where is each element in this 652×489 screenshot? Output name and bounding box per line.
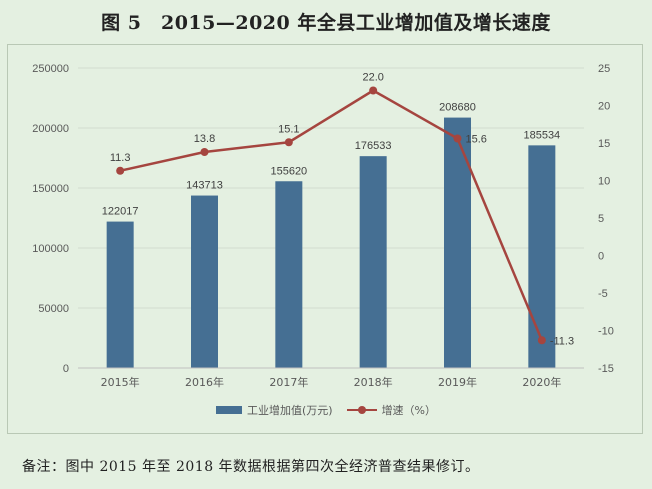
right-tick-label: -5 (598, 288, 608, 300)
left-tick-label: 150000 (32, 183, 69, 195)
bar-data-label: 208680 (439, 102, 476, 114)
category-label: 2017年 (269, 375, 308, 389)
line-point (284, 138, 293, 147)
bar (275, 181, 303, 368)
right-axis-ticks: -15 -10 -5 0 5 10 15 20 25 (598, 63, 614, 375)
bar (191, 195, 218, 368)
bar-data-label: 122017 (102, 206, 139, 218)
bar-data-label: 185534 (523, 129, 560, 141)
bar-data-labels: 122017 143713 155620 176533 208680 185534 (102, 102, 560, 218)
legend: 工业增加值(万元) 增速（%） (0, 402, 652, 418)
grid-lines (78, 67, 584, 369)
line-data-label: 15.6 (466, 134, 487, 146)
footnote: 备注：图中 2015 年至 2018 年数据根据第四次全经济普查结果修订。 (22, 459, 480, 475)
line-data-label: -11.3 (550, 335, 574, 347)
bar (528, 145, 556, 368)
legend-line-label: 增速（%） (381, 404, 437, 417)
legend-item-line: 增速（%） (346, 402, 437, 418)
line-point (453, 134, 462, 143)
right-tick-label: 0 (598, 251, 604, 263)
line-data-label: 11.3 (110, 152, 131, 164)
line-point (369, 86, 378, 95)
right-tick-label: -10 (598, 326, 614, 338)
category-label: 2018年 (354, 375, 393, 389)
right-tick-label: 20 (598, 101, 610, 113)
bar (359, 156, 387, 368)
bar-data-label: 176533 (355, 140, 392, 152)
bar (444, 117, 471, 368)
right-tick-label: 5 (598, 213, 604, 225)
chart-title: 图 5 2015—2020 年全县工业增加值及增长速度 (101, 12, 551, 34)
line-data-label: 15.1 (278, 123, 299, 135)
right-tick-label: -15 (598, 363, 614, 375)
category-axis: 2015年 2016年 2017年 2018年 2019年 2020年 (78, 367, 584, 389)
bar-series (106, 117, 556, 368)
bar-data-label: 155620 (270, 165, 307, 177)
line-data-label: 13.8 (194, 133, 215, 145)
line-data-label: 22.0 (362, 72, 383, 84)
line-point (116, 166, 125, 175)
bar-data-label: 143713 (186, 180, 223, 192)
left-tick-label: 50000 (38, 303, 69, 315)
line-point (200, 148, 209, 156)
left-tick-label: 0 (63, 363, 69, 375)
category-label: 2016年 (185, 375, 224, 389)
legend-line-swatch (346, 406, 377, 414)
left-tick-label: 100000 (32, 243, 69, 255)
category-label: 2015年 (101, 375, 140, 389)
left-axis-ticks: 0 50000 100000 150000 200000 250000 (32, 63, 69, 375)
category-label: 2019年 (438, 375, 477, 389)
line-series (116, 86, 546, 345)
chart: 0 50000 100000 150000 200000 250000 -15 -10 -5 0… (32, 63, 614, 389)
line-data-labels: 11.3 13.8 15.1 22.0 15.6 -11.3 (110, 72, 574, 348)
right-tick-label: 10 (598, 176, 610, 188)
right-tick-label: 15 (598, 138, 610, 150)
line-point (537, 336, 546, 345)
legend-bar-swatch (215, 406, 242, 414)
category-label: 2020年 (522, 375, 561, 389)
plot-frame (7, 44, 643, 434)
legend-bar-label: 工业增加值(万元) (246, 404, 333, 417)
right-tick-label: 25 (598, 63, 610, 75)
growth-line (119, 89, 543, 341)
left-tick-label: 250000 (32, 63, 69, 75)
left-tick-label: 200000 (32, 123, 69, 135)
bar (106, 221, 134, 368)
legend-item-bar: 工业增加值(万元) (215, 402, 333, 418)
